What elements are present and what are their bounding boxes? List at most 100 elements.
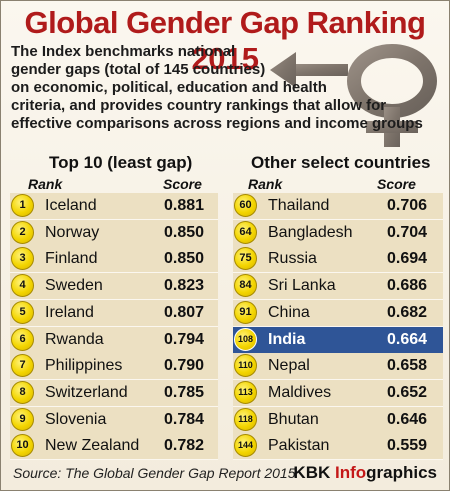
score-value: 0.704 — [387, 223, 428, 241]
intro-line: effective comparisons across regions and… — [11, 115, 423, 132]
source-note: Source: The Global Gender Gap Report 201… — [13, 465, 296, 481]
table-row: 9 Slovenia 0.784 — [10, 406, 218, 434]
country-name: Switzerland — [45, 383, 128, 401]
rank-badge: 113 — [234, 380, 257, 404]
country-name: Philippines — [45, 357, 123, 375]
table-row: 8 Switzerland 0.785 — [10, 379, 218, 407]
country-name: Rwanda — [45, 330, 104, 348]
brand-kbk: KBK — [293, 463, 335, 482]
country-name: New Zealand — [45, 437, 140, 455]
rank-badge: 60 — [234, 194, 257, 217]
score-value: 0.794 — [164, 330, 205, 348]
score-value: 0.658 — [387, 357, 428, 375]
rank-badge: 64 — [234, 220, 257, 244]
table-row: 3 Finland 0.850 — [10, 246, 218, 274]
country-name: India — [268, 330, 306, 348]
score-value: 0.664 — [387, 330, 428, 348]
rank-badge: 10 — [11, 434, 34, 458]
score-value: 0.694 — [387, 250, 428, 268]
table-row: 5 Ireland 0.807 — [10, 299, 218, 327]
left-table-title: Top 10 (least gap) — [49, 153, 193, 172]
left-rank-header: Rank — [28, 176, 63, 192]
rank-badge: 9 — [11, 407, 34, 431]
country-name: Bangladesh — [268, 223, 353, 241]
table-row: 144 Pakistan 0.559 — [233, 433, 443, 461]
score-value: 0.706 — [387, 197, 428, 214]
table-row: 113 Maldives 0.652 — [233, 379, 443, 407]
intro-line: gender gaps (total of 145 countries) — [11, 61, 266, 78]
country-name: Ireland — [45, 303, 94, 321]
rank-badge: 1 — [11, 194, 34, 217]
intro-line: The Index benchmarks national — [11, 43, 236, 60]
country-name: Bhutan — [268, 410, 319, 428]
country-name: Nepal — [268, 357, 310, 375]
table-row: 4 Sweden 0.823 — [10, 273, 218, 301]
score-value: 0.823 — [164, 277, 205, 295]
brand-graphics: graphics — [366, 463, 437, 482]
brand-logo: KBK Infographics — [293, 463, 437, 483]
gender-symbol-icon — [270, 44, 437, 147]
table-row: 6 Rwanda 0.794 — [10, 326, 218, 354]
rank-badge: 118 — [234, 407, 257, 431]
score-value: 0.559 — [387, 437, 428, 455]
score-value: 0.785 — [164, 383, 205, 401]
score-value: 0.881 — [164, 197, 205, 214]
country-name: Iceland — [45, 197, 97, 214]
rank-badge: 108 — [234, 327, 257, 351]
score-value: 0.790 — [164, 357, 205, 375]
brand-info: Info — [334, 463, 367, 482]
rank-badge: 2 — [11, 220, 34, 244]
rank-badge: 5 — [11, 300, 34, 324]
country-name: Sri Lanka — [268, 277, 336, 295]
country-name: China — [268, 303, 310, 321]
rank-badge: 8 — [11, 380, 34, 404]
right-score-header: Score — [377, 176, 416, 192]
country-name: Maldives — [268, 383, 332, 401]
table-row: 60 Thailand 0.706 — [233, 193, 443, 220]
table-row: 110 Nepal 0.658 — [233, 353, 443, 381]
table-row: 118 Bhutan 0.646 — [233, 406, 443, 434]
country-name: Slovenia — [45, 410, 107, 428]
intro-line: criteria, and provides country rankings … — [11, 97, 387, 114]
table-row: 84 Sri Lanka 0.686 — [233, 273, 443, 301]
score-value: 0.686 — [387, 277, 428, 295]
left-score-header: Score — [163, 176, 202, 192]
country-name: Thailand — [268, 197, 330, 214]
table-row: 108 India 0.664 — [233, 326, 443, 354]
table-row: 64 Bangladesh 0.704 — [233, 219, 443, 247]
rank-badge: 144 — [234, 434, 257, 458]
country-name: Russia — [268, 250, 317, 268]
score-value: 0.784 — [164, 410, 205, 428]
score-value: 0.850 — [164, 223, 205, 241]
score-value: 0.782 — [164, 437, 205, 455]
table-row: 75 Russia 0.694 — [233, 246, 443, 274]
score-value: 0.682 — [387, 303, 428, 321]
table-row: 10 New Zealand 0.782 — [10, 433, 218, 461]
table-row: 1 Iceland 0.881 — [10, 193, 218, 220]
right-table-title: Other select countries — [251, 153, 431, 172]
country-name: Pakistan — [268, 437, 330, 455]
rank-badge: 3 — [11, 247, 34, 271]
rank-badge: 6 — [11, 327, 34, 351]
score-value: 0.646 — [387, 410, 428, 428]
table-row: 7 Philippines 0.790 — [10, 353, 218, 381]
score-value: 0.652 — [387, 383, 428, 401]
page-title: Global Gender Gap Ranking 2015 — [24, 5, 426, 76]
rank-badge: 75 — [234, 247, 257, 271]
rank-badge: 4 — [11, 274, 34, 298]
intro-text: The Index benchmarks national gender gap… — [11, 43, 443, 133]
rank-badge: 7 — [11, 354, 34, 378]
country-name: Sweden — [45, 277, 103, 295]
country-name: Norway — [45, 223, 100, 241]
table-row: 91 China 0.682 — [233, 299, 443, 327]
rank-badge: 110 — [234, 354, 257, 378]
rank-badge: 91 — [234, 300, 257, 324]
intro-line: on economic, political, education and he… — [11, 79, 327, 96]
table-row: 2 Norway 0.850 — [10, 219, 218, 247]
country-name: Finland — [45, 250, 98, 268]
score-value: 0.807 — [164, 303, 205, 321]
right-rank-header: Rank — [248, 176, 283, 192]
score-value: 0.850 — [164, 250, 205, 268]
rank-badge: 84 — [234, 274, 257, 298]
